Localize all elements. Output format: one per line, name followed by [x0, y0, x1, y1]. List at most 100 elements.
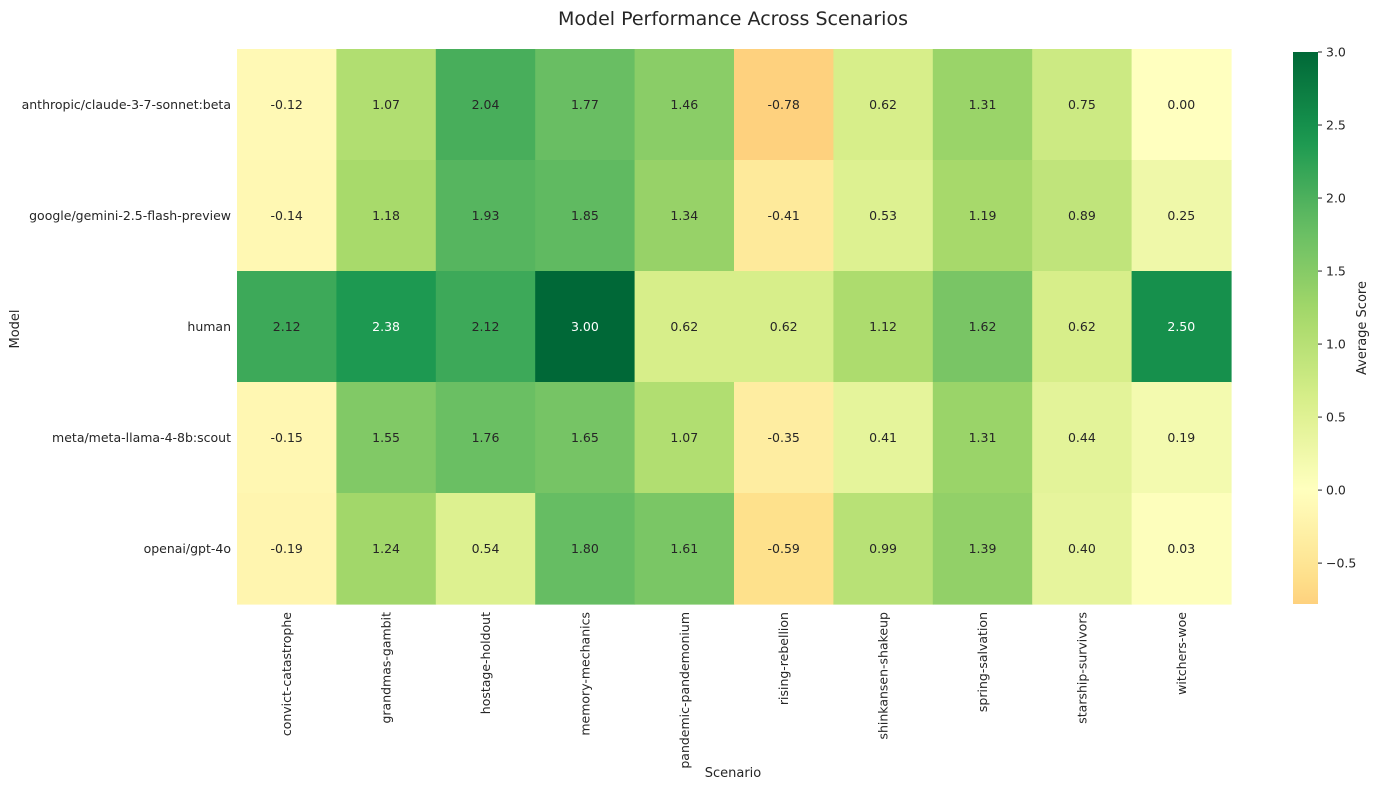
- heatmap-cell: [833, 160, 934, 272]
- cell-value-label: 3.00: [571, 319, 599, 334]
- heatmap-cell: [634, 160, 735, 272]
- heatmap-cell: [336, 49, 437, 161]
- cell-value-label: 0.53: [869, 208, 897, 223]
- y-tick-labels: anthropic/claude-3-7-sonnet:beta google/g…: [22, 97, 232, 556]
- heatmap-cell: [435, 49, 536, 161]
- heatmap-cell: [932, 271, 1033, 383]
- cell-value-label: 1.93: [472, 208, 500, 223]
- heatmap-cell: [634, 382, 735, 494]
- heatmap-cell: [634, 49, 735, 161]
- cell-value-label: 2.12: [472, 319, 500, 334]
- x-tick-label: starship-survivors: [1074, 612, 1089, 724]
- y-tick-label: anthropic/claude-3-7-sonnet:beta: [22, 97, 231, 112]
- x-tick-label: shinkansen-shakeup: [876, 612, 891, 740]
- heatmap-cell: [932, 160, 1033, 272]
- x-tick-label: rising-rebellion: [776, 612, 791, 705]
- cell-value-label: 2.38: [372, 319, 400, 334]
- cell-value-label: 1.65: [571, 430, 599, 445]
- heatmap-cell: [1032, 49, 1133, 161]
- cell-value-label: 0.99: [869, 541, 897, 556]
- x-tick-label: hostage-holdout: [478, 612, 493, 714]
- cell-value-label: 1.55: [372, 430, 400, 445]
- y-tick-label: meta/meta-llama-4-8b:scout: [52, 430, 231, 445]
- cell-value-labels: -0.12 1.07 2.04 1.77 1.46 -0.78 0.62 1.31 0.75 0.…: [271, 97, 1196, 556]
- cell-value-label: 0.00: [1167, 97, 1195, 112]
- heatmap-cell: [237, 493, 337, 605]
- cell-value-label: -0.14: [271, 208, 303, 223]
- cell-value-label: 1.46: [670, 97, 698, 112]
- colorbar-tick-label: 3.0: [1326, 45, 1346, 60]
- cell-value-label: 0.62: [1068, 319, 1096, 334]
- cell-value-label: 1.24: [372, 541, 400, 556]
- colorbar-label: Average Score: [1355, 281, 1370, 375]
- heatmap-cell: [435, 382, 536, 494]
- y-axis-label: Model: [8, 309, 23, 348]
- cell-value-label: 1.18: [372, 208, 400, 223]
- heatmap-cell: [833, 493, 934, 605]
- cell-value-label: 1.19: [969, 208, 997, 223]
- cell-value-label: 1.62: [969, 319, 997, 334]
- colorbar-ticks: 3.0 2.5 2.0 1.5 1.0 0.5 0.0 −0.5: [1318, 45, 1356, 571]
- cell-value-label: 0.89: [1068, 208, 1096, 223]
- x-tick-label: witchers-woe: [1174, 612, 1189, 695]
- cell-value-label: -0.19: [271, 541, 303, 556]
- heatmap-cell: [1032, 382, 1133, 494]
- heatmap-cell: [336, 160, 437, 272]
- cell-value-label: 0.03: [1167, 541, 1195, 556]
- heatmap-cell: [336, 493, 437, 605]
- cell-value-label: 0.62: [770, 319, 798, 334]
- colorbar-tick-label: 2.5: [1326, 118, 1346, 133]
- cell-value-label: 1.34: [670, 208, 698, 223]
- colorbar-tick-label: 0.5: [1326, 410, 1346, 425]
- heatmap-cell: [833, 382, 934, 494]
- cell-value-label: -0.59: [768, 541, 800, 556]
- cell-value-label: 2.50: [1167, 319, 1195, 334]
- colorbar-tick-label: 0.0: [1326, 483, 1346, 498]
- cell-value-label: 1.12: [869, 319, 897, 334]
- y-tick-label: human: [187, 319, 231, 334]
- cell-value-label: -0.15: [271, 430, 303, 445]
- colorbar-tick-label: 2.0: [1326, 191, 1346, 206]
- heatmap-cell: [932, 49, 1033, 161]
- cell-value-label: 0.62: [869, 97, 897, 112]
- heatmap-cell: [535, 493, 636, 605]
- y-tick-label: openai/gpt-4o: [144, 541, 231, 556]
- heatmap-cell: [237, 271, 337, 383]
- heatmap-cell: [535, 49, 636, 161]
- heatmap-cell: [535, 160, 636, 272]
- cell-value-label: 2.12: [273, 319, 301, 334]
- heatmap-cell: [932, 382, 1033, 494]
- cell-value-label: 1.80: [571, 541, 599, 556]
- colorbar-tick-label: 1.5: [1326, 264, 1346, 279]
- heatmap-cell: [734, 49, 834, 161]
- heatmap-cell: [435, 271, 536, 383]
- heatmap-cell: [833, 271, 934, 383]
- cell-value-label: 1.31: [969, 97, 997, 112]
- cell-value-label: 1.85: [571, 208, 599, 223]
- colorbar-tick-label: 1.0: [1326, 337, 1346, 352]
- x-tick-label: spring-salvation: [975, 612, 990, 712]
- cell-value-label: 1.76: [472, 430, 500, 445]
- heatmap-cell: [535, 271, 636, 383]
- cell-value-label: 1.61: [670, 541, 698, 556]
- heatmap-cell: [634, 493, 735, 605]
- heatmap-cell: [435, 160, 536, 272]
- heatmap-cell: [1131, 493, 1232, 605]
- heatmap-cell: [1131, 160, 1232, 272]
- heatmap-cell: [237, 160, 337, 272]
- cell-value-label: 1.77: [571, 97, 599, 112]
- cell-value-label: 1.31: [969, 430, 997, 445]
- colorbar-tick-label: −0.5: [1326, 556, 1356, 571]
- x-tick-labels: convict-catastrophe grandmas-gambit hostag…: [279, 612, 1189, 769]
- heatmap-cell: [833, 49, 934, 161]
- cell-value-label: -0.78: [768, 97, 800, 112]
- cell-value-label: -0.41: [768, 208, 800, 223]
- x-axis-label: Scenario: [705, 766, 762, 781]
- heatmap-cell: [1032, 160, 1133, 272]
- heatmap-cell: [1032, 493, 1133, 605]
- heatmap-cell: [1032, 271, 1133, 383]
- cell-value-label: 1.07: [372, 97, 400, 112]
- heatmap-cell: [237, 49, 337, 161]
- cell-value-label: 0.41: [869, 430, 897, 445]
- cell-value-label: -0.12: [271, 97, 303, 112]
